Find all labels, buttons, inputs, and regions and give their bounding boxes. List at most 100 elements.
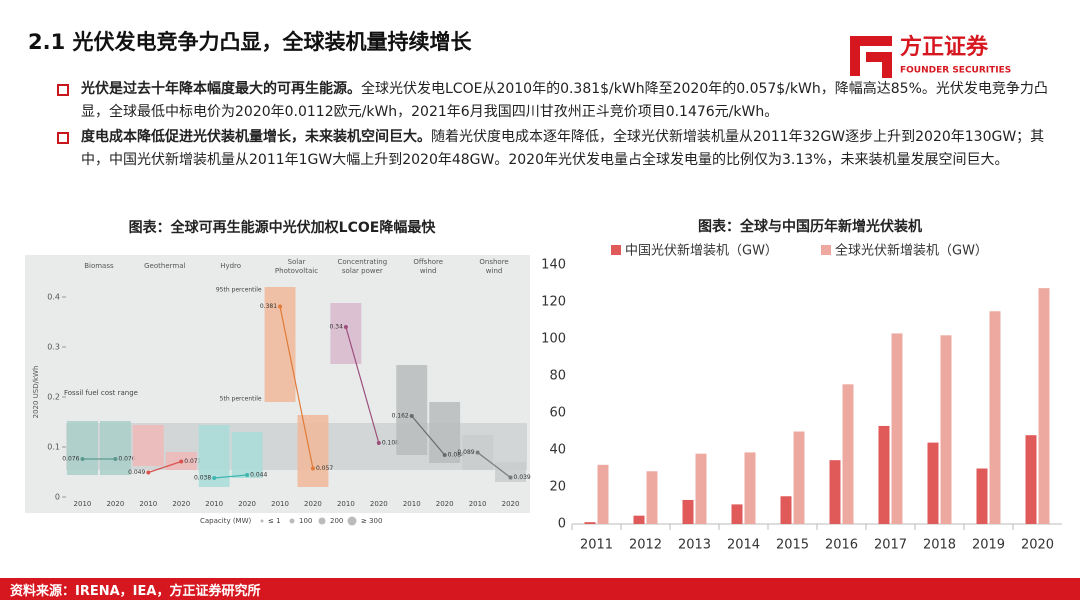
period-label: 2020 — [304, 500, 322, 508]
footer-bar: 资料来源：IRENA，IEA，方正证券研究所 — [0, 578, 1080, 600]
x-tick-label: 2019 — [972, 538, 1005, 553]
charts: 方正证券 FOUNDER SECURITIES 图表：全球可再生能源中光伏加权L… — [25, 34, 1062, 553]
period-label: 2020 — [436, 500, 454, 508]
category-label: Offshore wind — [413, 258, 443, 275]
bullet-text: 随着光伏度电成本逐年降低，全球光伏新增装机量从2011年32GW逐步上升到202… — [81, 129, 1045, 168]
lcoe-point — [179, 459, 184, 464]
bullet-lead: 光伏是过去十年降本幅度最大的可再生能源。 — [81, 81, 361, 97]
capacity-dot — [289, 518, 295, 524]
lcoe-point — [442, 453, 447, 457]
y-tick-label: 0 — [558, 517, 566, 532]
connector — [477, 452, 511, 478]
period-label: 2010 — [337, 500, 355, 508]
bullet: 度电成本降低促进光伏装机量增长，未来装机空间巨大。随着光伏度电成本逐年降低，全球… — [55, 126, 1065, 172]
y-tick-label: 0.3 — [47, 343, 60, 352]
period-label: 2020 — [370, 500, 388, 508]
lcoe-point — [475, 450, 480, 455]
capacity-size: ≤ 1 — [268, 517, 281, 525]
value-label: 0.076 — [118, 456, 135, 463]
bar — [633, 515, 645, 524]
legend-label: 中国光伏新增装机（GW） — [625, 243, 778, 259]
logo-text: 方正证券 — [900, 34, 989, 60]
percentile-box — [231, 432, 263, 478]
bar — [744, 452, 756, 524]
period-label: 2010 — [403, 500, 421, 508]
bar — [731, 504, 743, 524]
value-label: 0.049 — [128, 469, 145, 476]
percentile-box — [67, 421, 98, 475]
bar — [1038, 288, 1050, 524]
value-label: 0.039 — [514, 474, 531, 481]
lcoe-point — [343, 325, 348, 329]
lcoe-point — [409, 414, 414, 418]
value-label: 0.038 — [194, 475, 211, 482]
bar — [695, 453, 707, 524]
bar — [989, 311, 1001, 524]
bar — [584, 522, 596, 524]
percentile-box — [396, 365, 428, 455]
lcoe-point — [80, 457, 85, 461]
capacity-dot — [318, 517, 326, 525]
capacity-dot — [260, 519, 264, 523]
fossil-label: Fossil fuel cost range — [64, 389, 138, 397]
y-tick-label: 140 — [541, 258, 566, 273]
bar — [878, 425, 890, 524]
value-label: 0.044 — [250, 472, 267, 479]
category-label: Solar Photovoltaic — [275, 258, 318, 275]
value-label: 0.089 — [457, 449, 474, 456]
category-label: Geothermal — [144, 262, 185, 270]
value-label: 0.084 — [448, 452, 465, 459]
x-tick-label: 2020 — [1021, 538, 1054, 553]
value-label: 0.381 — [260, 303, 277, 310]
percentile-box — [297, 415, 329, 487]
lcoe-point — [310, 466, 315, 471]
y-tick-label: 20 — [549, 480, 566, 495]
x-tick-label: 2011 — [580, 538, 613, 553]
period-label: 2010 — [205, 500, 223, 508]
chart-title: 图表：全球与中国历年新增光伏装机 — [698, 218, 922, 235]
percentile-box — [132, 425, 164, 466]
period-label: 2010 — [139, 500, 157, 508]
x-tick-label: 2015 — [776, 538, 809, 553]
x-tick-label: 2018 — [923, 538, 956, 553]
period-label: 2020 — [502, 500, 520, 508]
x-tick-label: 2012 — [629, 538, 662, 553]
bar — [829, 460, 841, 524]
bar — [597, 464, 609, 524]
bar — [646, 471, 658, 524]
lcoe-point — [113, 457, 118, 461]
p95-label: 95th percentile — [216, 287, 262, 294]
y-tick-label: 0.1 — [47, 443, 60, 452]
p5-label: 5th percentile — [220, 396, 262, 403]
bullet: 光伏是过去十年降本幅度最大的可再生能源。全球光伏发电LCOE从2010年的0.3… — [55, 78, 1065, 124]
bar — [940, 335, 952, 524]
bar — [891, 333, 903, 524]
percentile-box — [330, 303, 362, 364]
connector — [148, 460, 182, 474]
bullet-text: 全球光伏发电LCOE从2010年的0.381$/kWh降至2020年的0.057… — [81, 81, 1048, 120]
value-label: 0.071 — [184, 458, 201, 465]
x-tick-label: 2013 — [678, 538, 711, 553]
bar — [682, 499, 694, 524]
period-label: 2010 — [74, 500, 92, 508]
percentile-box — [495, 462, 526, 482]
bar — [793, 431, 805, 524]
legend-label: 全球光伏新增装机（GW） — [835, 243, 988, 259]
connector — [279, 306, 314, 469]
y-axis-label: 2020 USD/kWh — [32, 366, 40, 419]
y-tick-label: 0.4 — [47, 293, 60, 302]
y-tick-label: 0.2 — [47, 393, 60, 402]
y-tick-label: 40 — [549, 443, 566, 458]
y-tick-label: 80 — [549, 369, 566, 384]
bullet-lead: 度电成本降低促进光伏装机量增长，未来装机空间巨大。 — [81, 129, 431, 145]
bar — [976, 468, 988, 524]
lcoe-point — [212, 476, 217, 480]
connector — [345, 326, 380, 444]
category-label: Onshore wind — [479, 258, 508, 275]
chart-title: 图表：全球可再生能源中光伏加权LCOE降幅最快 — [129, 219, 437, 236]
y-tick-label: 0 — [55, 493, 60, 502]
lcoe-point — [278, 304, 283, 309]
logo-icon — [850, 36, 892, 78]
legend-swatch — [821, 245, 831, 255]
bar — [842, 384, 854, 524]
